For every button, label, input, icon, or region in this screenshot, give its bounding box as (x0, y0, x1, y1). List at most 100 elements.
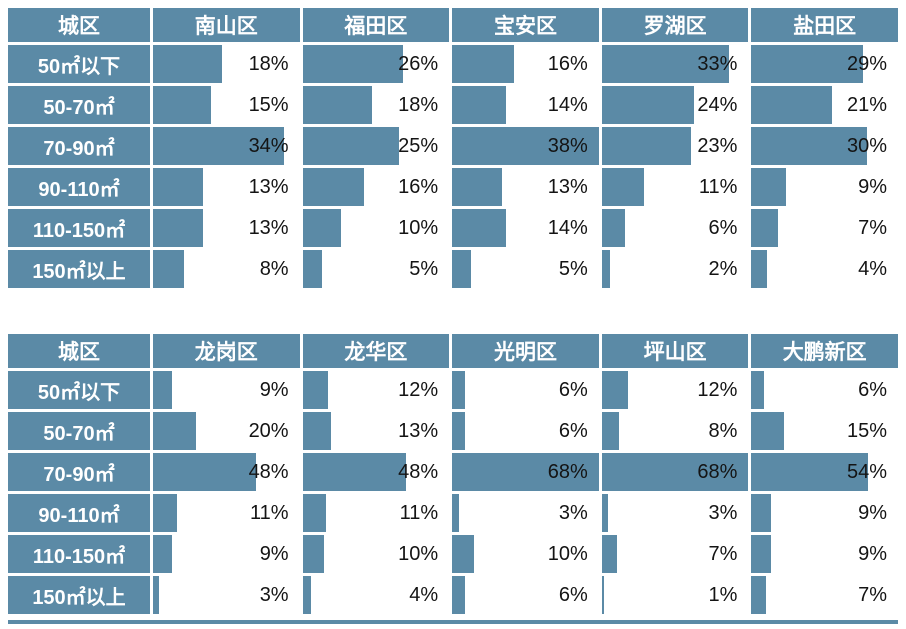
value-cell: 30% (751, 127, 898, 165)
data-bar (153, 494, 177, 532)
data-bar (153, 412, 197, 450)
value-text: 18% (398, 93, 439, 116)
data-bar (153, 453, 257, 491)
row-label: 110-150㎡ (8, 535, 150, 573)
value-text: 12% (697, 378, 738, 401)
row-label: 150㎡以上 (8, 250, 150, 288)
data-bar (302, 371, 329, 409)
value-text: 10% (547, 542, 588, 565)
value-cell: 5% (302, 250, 450, 288)
value-text: 6% (558, 378, 588, 401)
value-cell: 18% (153, 45, 300, 83)
data-bar (452, 168, 503, 206)
value-cell: 6% (452, 412, 599, 450)
district-header: 光明区 (452, 334, 599, 368)
data-bar (452, 412, 466, 450)
value-cell: 3% (153, 576, 300, 614)
value-text: 9% (858, 501, 887, 524)
value-cell: 34% (153, 127, 300, 165)
value-cell: 10% (302, 209, 450, 247)
data-bar (153, 576, 160, 614)
value-cell: 7% (751, 576, 898, 614)
corner-header: 城区 (8, 8, 150, 42)
value-text: 5% (409, 257, 439, 280)
value-text: 8% (708, 419, 738, 442)
value-text: 18% (248, 52, 289, 75)
value-text: 13% (248, 216, 289, 239)
value-cell: 6% (452, 576, 599, 614)
value-cell: 4% (302, 576, 450, 614)
value-cell: 1% (601, 576, 749, 614)
value-text: 54% (846, 460, 887, 483)
value-cell: 6% (751, 371, 898, 409)
data-bar (153, 86, 211, 124)
data-bar (601, 371, 628, 409)
value-cell: 18% (302, 86, 450, 124)
value-cell: 13% (452, 168, 599, 206)
value-cell: 4% (751, 250, 898, 288)
value-text: 68% (547, 460, 588, 483)
value-cell: 13% (153, 209, 300, 247)
value-cell: 10% (302, 535, 450, 573)
value-text: 15% (248, 93, 289, 116)
value-cell: 26% (302, 45, 450, 83)
data-bar (302, 453, 407, 491)
value-cell: 6% (601, 209, 749, 247)
data-bar (601, 412, 620, 450)
row-label: 50-70㎡ (8, 412, 150, 450)
value-text: 9% (858, 542, 887, 565)
data-bar (601, 86, 695, 124)
value-text: 38% (547, 134, 588, 157)
value-cell: 11% (302, 494, 450, 532)
data-bar (601, 535, 617, 573)
value-cell: 29% (751, 45, 898, 83)
value-text: 8% (259, 257, 289, 280)
data-bar (601, 168, 645, 206)
value-text: 3% (259, 583, 289, 606)
row-label: 70-90㎡ (8, 453, 150, 491)
value-cell: 23% (601, 127, 749, 165)
data-bar (452, 371, 466, 409)
value-cell: 7% (601, 535, 749, 573)
value-text: 13% (248, 175, 289, 198)
data-bar (302, 535, 325, 573)
data-bar (452, 576, 466, 614)
value-text: 13% (398, 419, 439, 442)
value-cell: 12% (601, 371, 749, 409)
value-cell: 7% (751, 209, 898, 247)
data-bar (153, 535, 173, 573)
data-bar (751, 209, 779, 247)
value-cell: 5% (452, 250, 599, 288)
value-text: 4% (858, 257, 887, 280)
value-text: 6% (858, 378, 887, 401)
data-bar (751, 576, 767, 614)
value-cell: 15% (751, 412, 898, 450)
value-text: 26% (398, 52, 439, 75)
value-text: 48% (248, 460, 289, 483)
district-header: 盐田区 (751, 8, 898, 42)
data-bar (452, 209, 507, 247)
data-bar (302, 250, 322, 288)
value-cell: 8% (153, 250, 300, 288)
data-bar (601, 576, 604, 614)
data-bar (302, 412, 331, 450)
data-bar (452, 86, 507, 124)
data-bar (153, 168, 204, 206)
data-bar (153, 127, 285, 165)
district-header: 坪山区 (601, 334, 749, 368)
value-text: 12% (398, 378, 439, 401)
value-text: 25% (398, 134, 439, 157)
value-text: 34% (248, 134, 289, 157)
district-header: 罗湖区 (601, 8, 749, 42)
value-text: 3% (708, 501, 738, 524)
value-text: 21% (846, 93, 887, 116)
district-header: 福田区 (302, 8, 450, 42)
value-text: 20% (248, 419, 289, 442)
data-bar (302, 127, 400, 165)
value-cell: 11% (153, 494, 300, 532)
value-cell: 9% (751, 494, 898, 532)
value-text: 10% (398, 542, 439, 565)
data-bar (601, 250, 610, 288)
value-text: 7% (708, 542, 738, 565)
value-text: 9% (259, 378, 289, 401)
